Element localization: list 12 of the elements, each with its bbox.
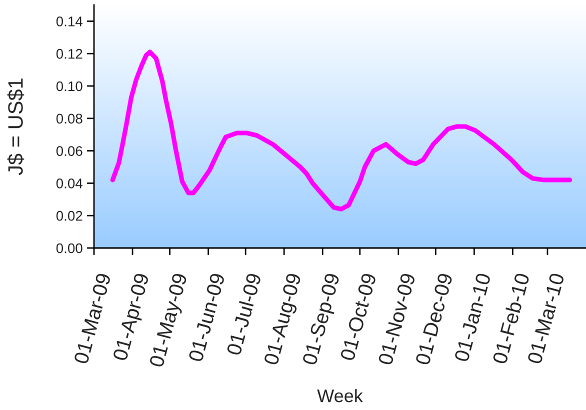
y-axis-title: J$ = US$1 — [7, 78, 24, 176]
x-tick-label: 01-Jul-09 — [226, 272, 262, 356]
y-tick-label: 0.10 — [56, 81, 82, 92]
y-tick-label: 0.00 — [56, 243, 82, 254]
y-tick-label: 0.06 — [56, 146, 82, 156]
y-tick-label: 0.08 — [56, 114, 82, 124]
x-axis-title: Week — [317, 389, 363, 402]
line-series — [110, 50, 572, 212]
y-tick-label: 0.14 — [56, 16, 82, 26]
y-tick-label: 0.12 — [56, 48, 82, 59]
y-tick-label: 0.04 — [56, 178, 82, 188]
y-tick-label: 0.02 — [56, 210, 82, 221]
